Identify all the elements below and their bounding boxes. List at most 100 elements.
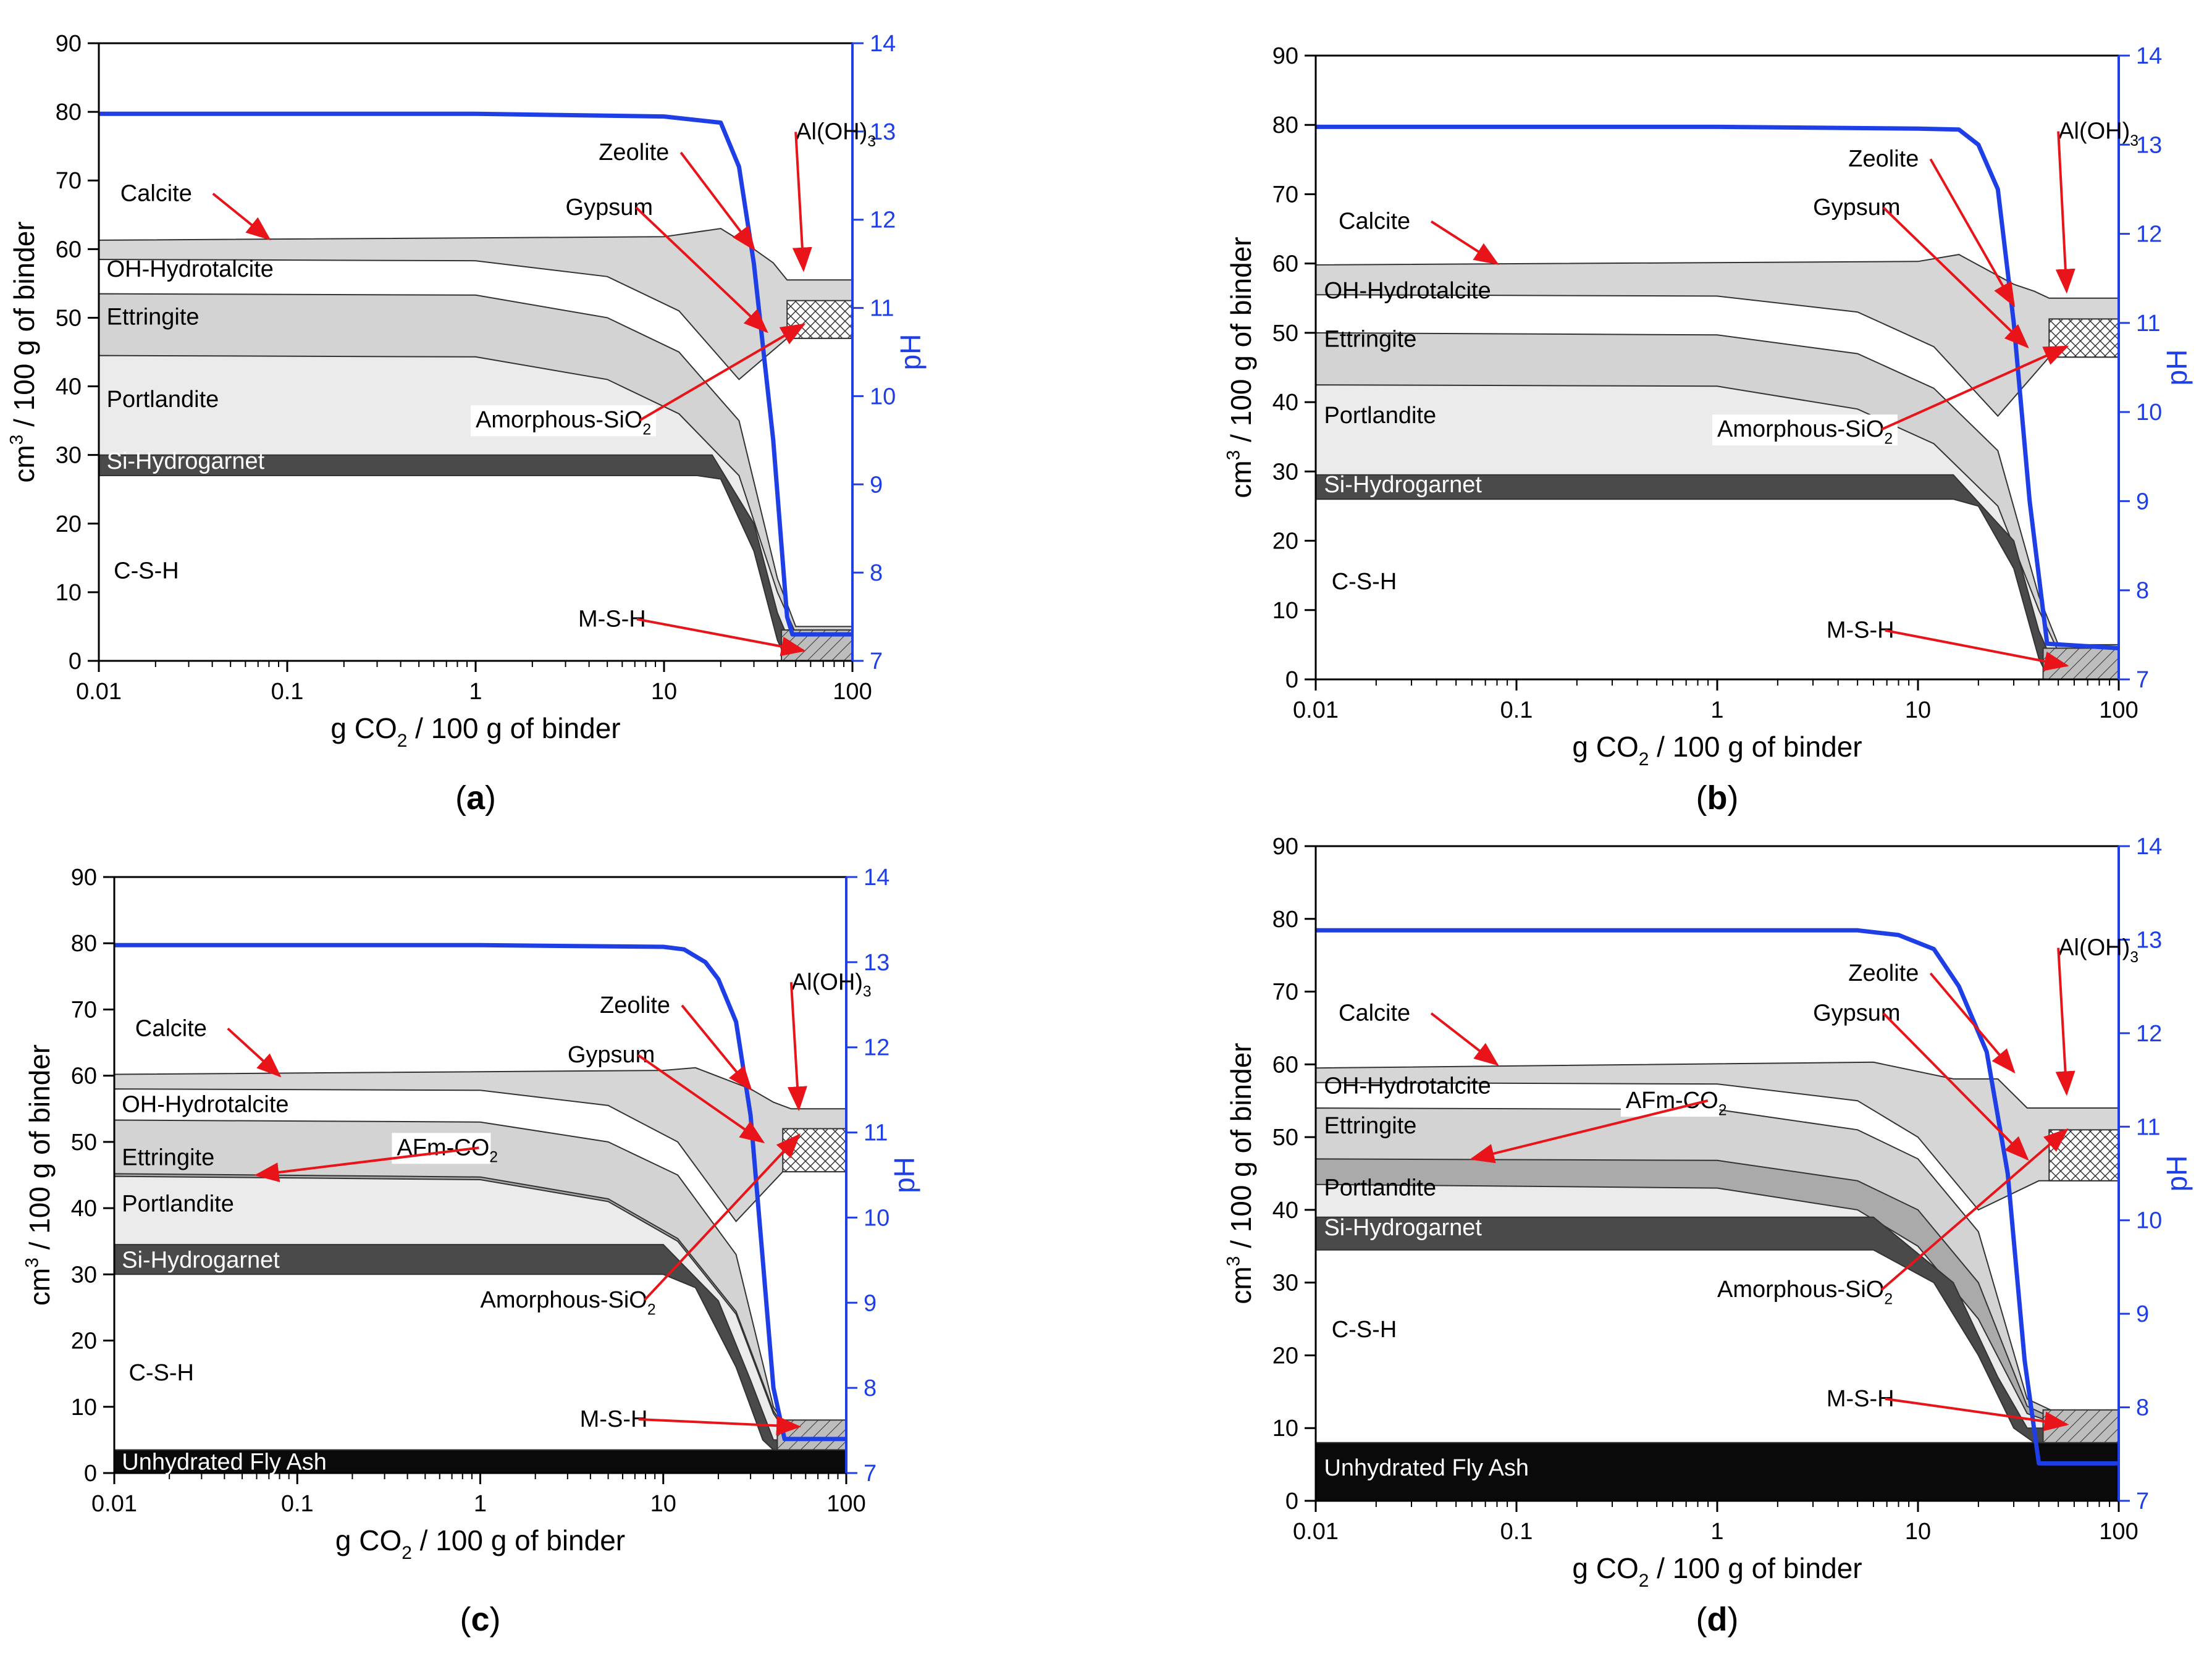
phase-label-si-hydrogarnet: Si-Hydrogarnet bbox=[1324, 472, 1482, 498]
phase-label-zeolite: Zeolite bbox=[599, 140, 669, 166]
phase-label-ettringite: Ettringite bbox=[122, 1144, 214, 1170]
y2-tick-label: 10 bbox=[2136, 1208, 2162, 1234]
x-tick-label: 100 bbox=[2099, 697, 2138, 723]
label-arrow bbox=[1882, 206, 2029, 349]
y2-tick-label: 13 bbox=[2136, 132, 2162, 158]
y-tick-label: 40 bbox=[1272, 390, 1298, 416]
y2-tick-label: 13 bbox=[2136, 927, 2162, 953]
chart-panel-c: 0.01 0.1 1 10 100 0 10 20 30 40 50 60 70 80 90 7 8 9 10 11 1… bbox=[22, 865, 920, 1638]
x-tick-label: 0.1 bbox=[1500, 697, 1533, 723]
y-axis-title: cm3 / 100 g of binder bbox=[22, 1044, 56, 1306]
x-tick-label: 0.01 bbox=[91, 1491, 137, 1517]
y-axis-title: cm3 / 100 g of binder bbox=[1224, 1043, 1257, 1304]
phase-label-portlandite: Portlandite bbox=[107, 387, 219, 413]
label-box bbox=[1712, 414, 1898, 446]
label-arrow bbox=[1880, 1128, 2069, 1291]
y2-tick-label: 14 bbox=[2136, 834, 2162, 860]
label-arrow bbox=[1929, 158, 2016, 308]
y-tick-label: 10 bbox=[71, 1395, 97, 1421]
y-tick-label: 80 bbox=[1272, 112, 1298, 138]
phase-label-al-oh-3: Al(OH)3 bbox=[2058, 119, 2138, 149]
y-tick-label: 90 bbox=[56, 31, 82, 57]
phase-label-c-s-h: C-S-H bbox=[1332, 569, 1397, 595]
x-tick-label: 10 bbox=[650, 1491, 676, 1517]
label-arrow bbox=[635, 206, 768, 334]
label-arrow bbox=[644, 1133, 801, 1301]
panel-caption: (d) bbox=[1696, 1601, 1739, 1638]
y2-tick-label: 8 bbox=[2136, 578, 2149, 604]
plot-area bbox=[99, 227, 852, 661]
y2-tick-label: 11 bbox=[2136, 311, 2160, 337]
y2-tick-label: 7 bbox=[864, 1461, 877, 1487]
phase-label-oh-hydrotalcite: OH-Hydrotalcite bbox=[107, 256, 274, 282]
y-tick-label: 30 bbox=[56, 443, 82, 469]
phase-label-al-oh-3: Al(OH)3 bbox=[791, 969, 872, 1000]
phase-label-amorphous-sio2: Amorphous-SiO2 bbox=[476, 407, 651, 438]
phase-label-m-s-h: M-S-H bbox=[578, 606, 646, 632]
x-tick-label: 100 bbox=[833, 679, 872, 705]
y2-tick-label: 11 bbox=[864, 1120, 888, 1146]
y-tick-label: 10 bbox=[1272, 598, 1298, 624]
x-axis-title: g CO2 / 100 g of binder bbox=[330, 712, 620, 751]
panel-caption: (b) bbox=[1696, 779, 1739, 817]
phase-label-al-oh-3: Al(OH)3 bbox=[2058, 935, 2138, 966]
y2-tick-label: 10 bbox=[2136, 400, 2162, 426]
x-tick-label: 0.01 bbox=[1293, 1519, 1339, 1545]
phase-label-amorphous-sio2: Amorphous-SiO2 bbox=[481, 1287, 656, 1318]
y-tick-label: 80 bbox=[1272, 907, 1298, 933]
y-tick-label: 80 bbox=[56, 99, 82, 125]
y2-tick-label: 12 bbox=[2136, 222, 2162, 248]
phase-label-calcite: Calcite bbox=[120, 181, 192, 207]
y2-axis-title: pH bbox=[2161, 350, 2193, 386]
label-arrow bbox=[679, 151, 755, 251]
y-tick-label: 50 bbox=[71, 1130, 97, 1156]
y2-tick-label: 7 bbox=[2136, 1488, 2149, 1514]
y2-tick-label: 13 bbox=[870, 119, 896, 145]
label-box bbox=[471, 405, 656, 437]
label-arrow bbox=[1929, 972, 2016, 1074]
y-tick-label: 10 bbox=[1272, 1416, 1298, 1442]
y-tick-label: 70 bbox=[1272, 182, 1298, 208]
phase-label-calcite: Calcite bbox=[1339, 209, 1410, 235]
y-tick-label: 30 bbox=[71, 1262, 97, 1288]
chart-panel-b: 0.01 0.1 1 10 100 0 10 20 30 40 50 60 70 80 90 7 8 9 10 11 1… bbox=[1224, 43, 2193, 817]
label-arrow bbox=[638, 1416, 802, 1436]
y2-tick-label: 14 bbox=[870, 31, 896, 57]
aloh3-region bbox=[782, 1128, 846, 1173]
y-tick-label: 80 bbox=[71, 931, 97, 957]
y-tick-label: 30 bbox=[1272, 1270, 1298, 1296]
y2-tick-label: 11 bbox=[2136, 1114, 2160, 1140]
y2-tick-label: 9 bbox=[2136, 489, 2149, 514]
x-axis-title: g CO2 / 100 g of binder bbox=[335, 1524, 625, 1563]
phase-label-m-s-h: M-S-H bbox=[1827, 618, 1894, 644]
y-tick-label: 0 bbox=[1285, 1488, 1298, 1514]
y-tick-label: 20 bbox=[1272, 1343, 1298, 1369]
label-arrow bbox=[2055, 947, 2075, 1096]
x-axis-title: g CO2 / 100 g of binder bbox=[1572, 1552, 1862, 1591]
phase-label-zeolite: Zeolite bbox=[1848, 146, 1919, 172]
phase-label-oh-hydrotalcite: OH-Hydrotalcite bbox=[1324, 1073, 1491, 1099]
label-box bbox=[1712, 1275, 1898, 1306]
y-tick-label: 60 bbox=[1272, 1052, 1298, 1078]
chart-panel-d: 0.01 0.1 1 10 100 0 10 20 30 40 50 60 70 80 90 7 8 9 10 11 1… bbox=[1224, 834, 2193, 1638]
y-tick-label: 60 bbox=[56, 237, 82, 262]
label-arrow bbox=[1881, 345, 2069, 431]
x-tick-label: 0.01 bbox=[76, 679, 122, 705]
phase-label-al-oh-3: Al(OH)3 bbox=[796, 119, 876, 150]
ph-line bbox=[1316, 124, 2119, 650]
phase-area-c-s-h bbox=[114, 1274, 846, 1473]
label-arrow bbox=[787, 982, 807, 1112]
x-tick-label: 1 bbox=[474, 1491, 487, 1517]
x-tick-label: 10 bbox=[1905, 1519, 1931, 1545]
phase-label-unhydrated-fly-ash: Unhydrated Fly Ash bbox=[122, 1450, 327, 1476]
ph-line bbox=[1316, 928, 2119, 1466]
phase-label-si-hydrogarnet: Si-Hydrogarnet bbox=[1324, 1215, 1482, 1241]
x-tick-label: 100 bbox=[2099, 1519, 2138, 1545]
phase-label-calcite: Calcite bbox=[135, 1015, 207, 1041]
y2-tick-label: 10 bbox=[870, 384, 896, 409]
y-tick-label: 40 bbox=[71, 1196, 97, 1222]
phase-label-amorphous-sio2: Amorphous-SiO2 bbox=[1717, 1277, 1893, 1308]
y2-tick-label: 10 bbox=[864, 1205, 889, 1231]
y-tick-label: 0 bbox=[69, 649, 82, 674]
